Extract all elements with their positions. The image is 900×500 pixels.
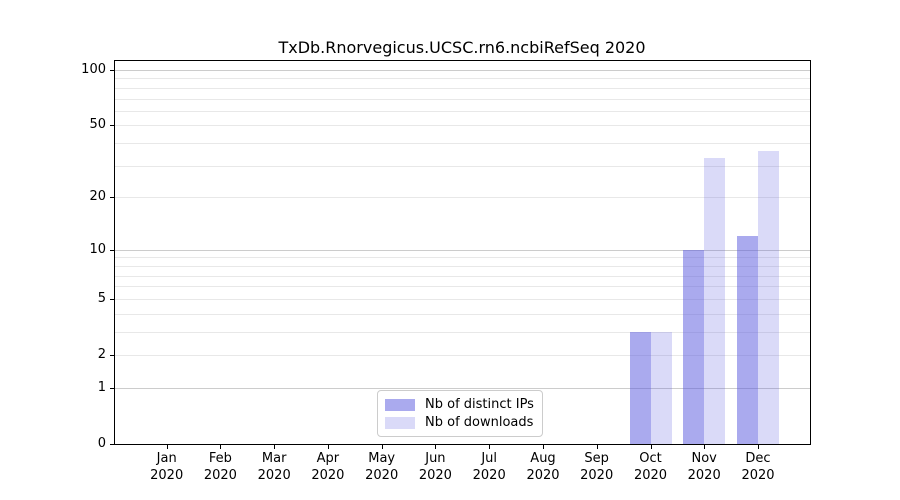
axis-spine-top — [114, 60, 810, 61]
x-tick-label: May 2020 — [365, 451, 399, 483]
x-tick-label: Dec 2020 — [741, 451, 775, 483]
y-tick-label: 5 — [97, 290, 106, 306]
bar-distinct-ips — [683, 249, 705, 444]
x-tick — [704, 445, 706, 449]
gridline-minor — [114, 286, 810, 288]
gridline-minor — [114, 165, 810, 167]
x-tick — [758, 445, 759, 449]
y-tick — [110, 70, 114, 71]
x-tick-label: Aug 2020 — [526, 451, 560, 483]
gridline-minor — [114, 265, 810, 267]
x-tick — [381, 445, 383, 449]
x-tick — [220, 445, 222, 449]
gridline-minor — [114, 313, 810, 315]
axis-spine-left — [114, 60, 115, 444]
x-tick-label: Nov 2020 — [687, 451, 721, 483]
bar-distinct-ips — [737, 236, 758, 444]
gridline-minor — [114, 110, 810, 112]
gridline-minor — [114, 143, 810, 145]
bar-downloads — [650, 331, 672, 444]
plot-area — [114, 60, 810, 444]
gridline-major — [114, 70, 810, 71]
y-tick-label: 20 — [89, 189, 106, 205]
gridline-minor — [114, 257, 810, 259]
x-tick-label: Jul 2020 — [472, 451, 506, 483]
x-tick-label: Feb 2020 — [203, 451, 237, 483]
x-tick-label: Mar 2020 — [257, 451, 291, 483]
gridline-minor — [114, 125, 810, 127]
y-tick — [110, 125, 114, 127]
y-tick-label: 100 — [81, 62, 106, 77]
x-tick — [435, 445, 437, 449]
y-tick-label: 1 — [97, 379, 106, 395]
y-tick — [110, 387, 114, 389]
y-tick-label: 2 — [97, 347, 106, 362]
legend-item-distinct-ips: Nb of distinct IPs — [385, 397, 534, 412]
gridline-minor — [114, 355, 810, 356]
y-tick — [110, 249, 114, 251]
gridline-minor — [114, 98, 810, 100]
legend-label-distinct-ips: Nb of distinct IPs — [425, 397, 534, 412]
legend-item-downloads: Nb of downloads — [385, 415, 533, 430]
gridline-minor — [114, 87, 810, 89]
x-tick-label: Sep 2020 — [580, 451, 614, 483]
legend-swatch-downloads-icon — [385, 416, 415, 429]
bar-downloads — [758, 151, 779, 444]
bar-distinct-ips — [629, 331, 651, 444]
legend-label-downloads: Nb of downloads — [425, 415, 534, 430]
x-tick-label: Apr 2020 — [311, 451, 345, 483]
gridline-minor — [114, 197, 810, 199]
axis-spine-bottom — [114, 444, 811, 445]
chart-title: TxDb.Rnorvegicus.UCSC.rn6.ncbiRefSeq 202… — [278, 38, 646, 57]
axis-spine-right — [810, 60, 811, 445]
y-tick — [110, 444, 114, 445]
x-tick-label: Jun 2020 — [418, 451, 452, 483]
y-tick — [110, 197, 114, 199]
gridline-major — [114, 249, 810, 251]
legend-swatch-distinct-ips-icon — [385, 398, 415, 411]
gridline-minor — [114, 275, 810, 277]
y-tick — [110, 355, 114, 356]
x-tick — [596, 445, 598, 449]
x-tick — [166, 445, 168, 449]
y-tick-label: 10 — [89, 241, 106, 257]
gridline-minor — [114, 331, 810, 333]
x-tick — [650, 445, 652, 449]
x-tick — [274, 445, 276, 449]
x-tick — [543, 445, 544, 449]
bar-downloads — [704, 158, 726, 444]
gridline-minor — [114, 78, 810, 80]
y-tick — [110, 298, 114, 300]
x-tick-label: Oct 2020 — [633, 451, 668, 483]
gridline-major — [114, 387, 810, 389]
y-tick-label: 50 — [89, 117, 106, 133]
grid-layer — [114, 60, 810, 444]
x-tick — [489, 445, 491, 449]
bars-layer — [114, 60, 810, 444]
y-tick-label: 0 — [97, 436, 106, 451]
legend: Nb of distinct IPs Nb of downloads — [377, 390, 543, 437]
x-tick-label: Jan 2020 — [150, 451, 184, 483]
x-tick — [327, 445, 329, 449]
gridline-minor — [114, 298, 810, 300]
